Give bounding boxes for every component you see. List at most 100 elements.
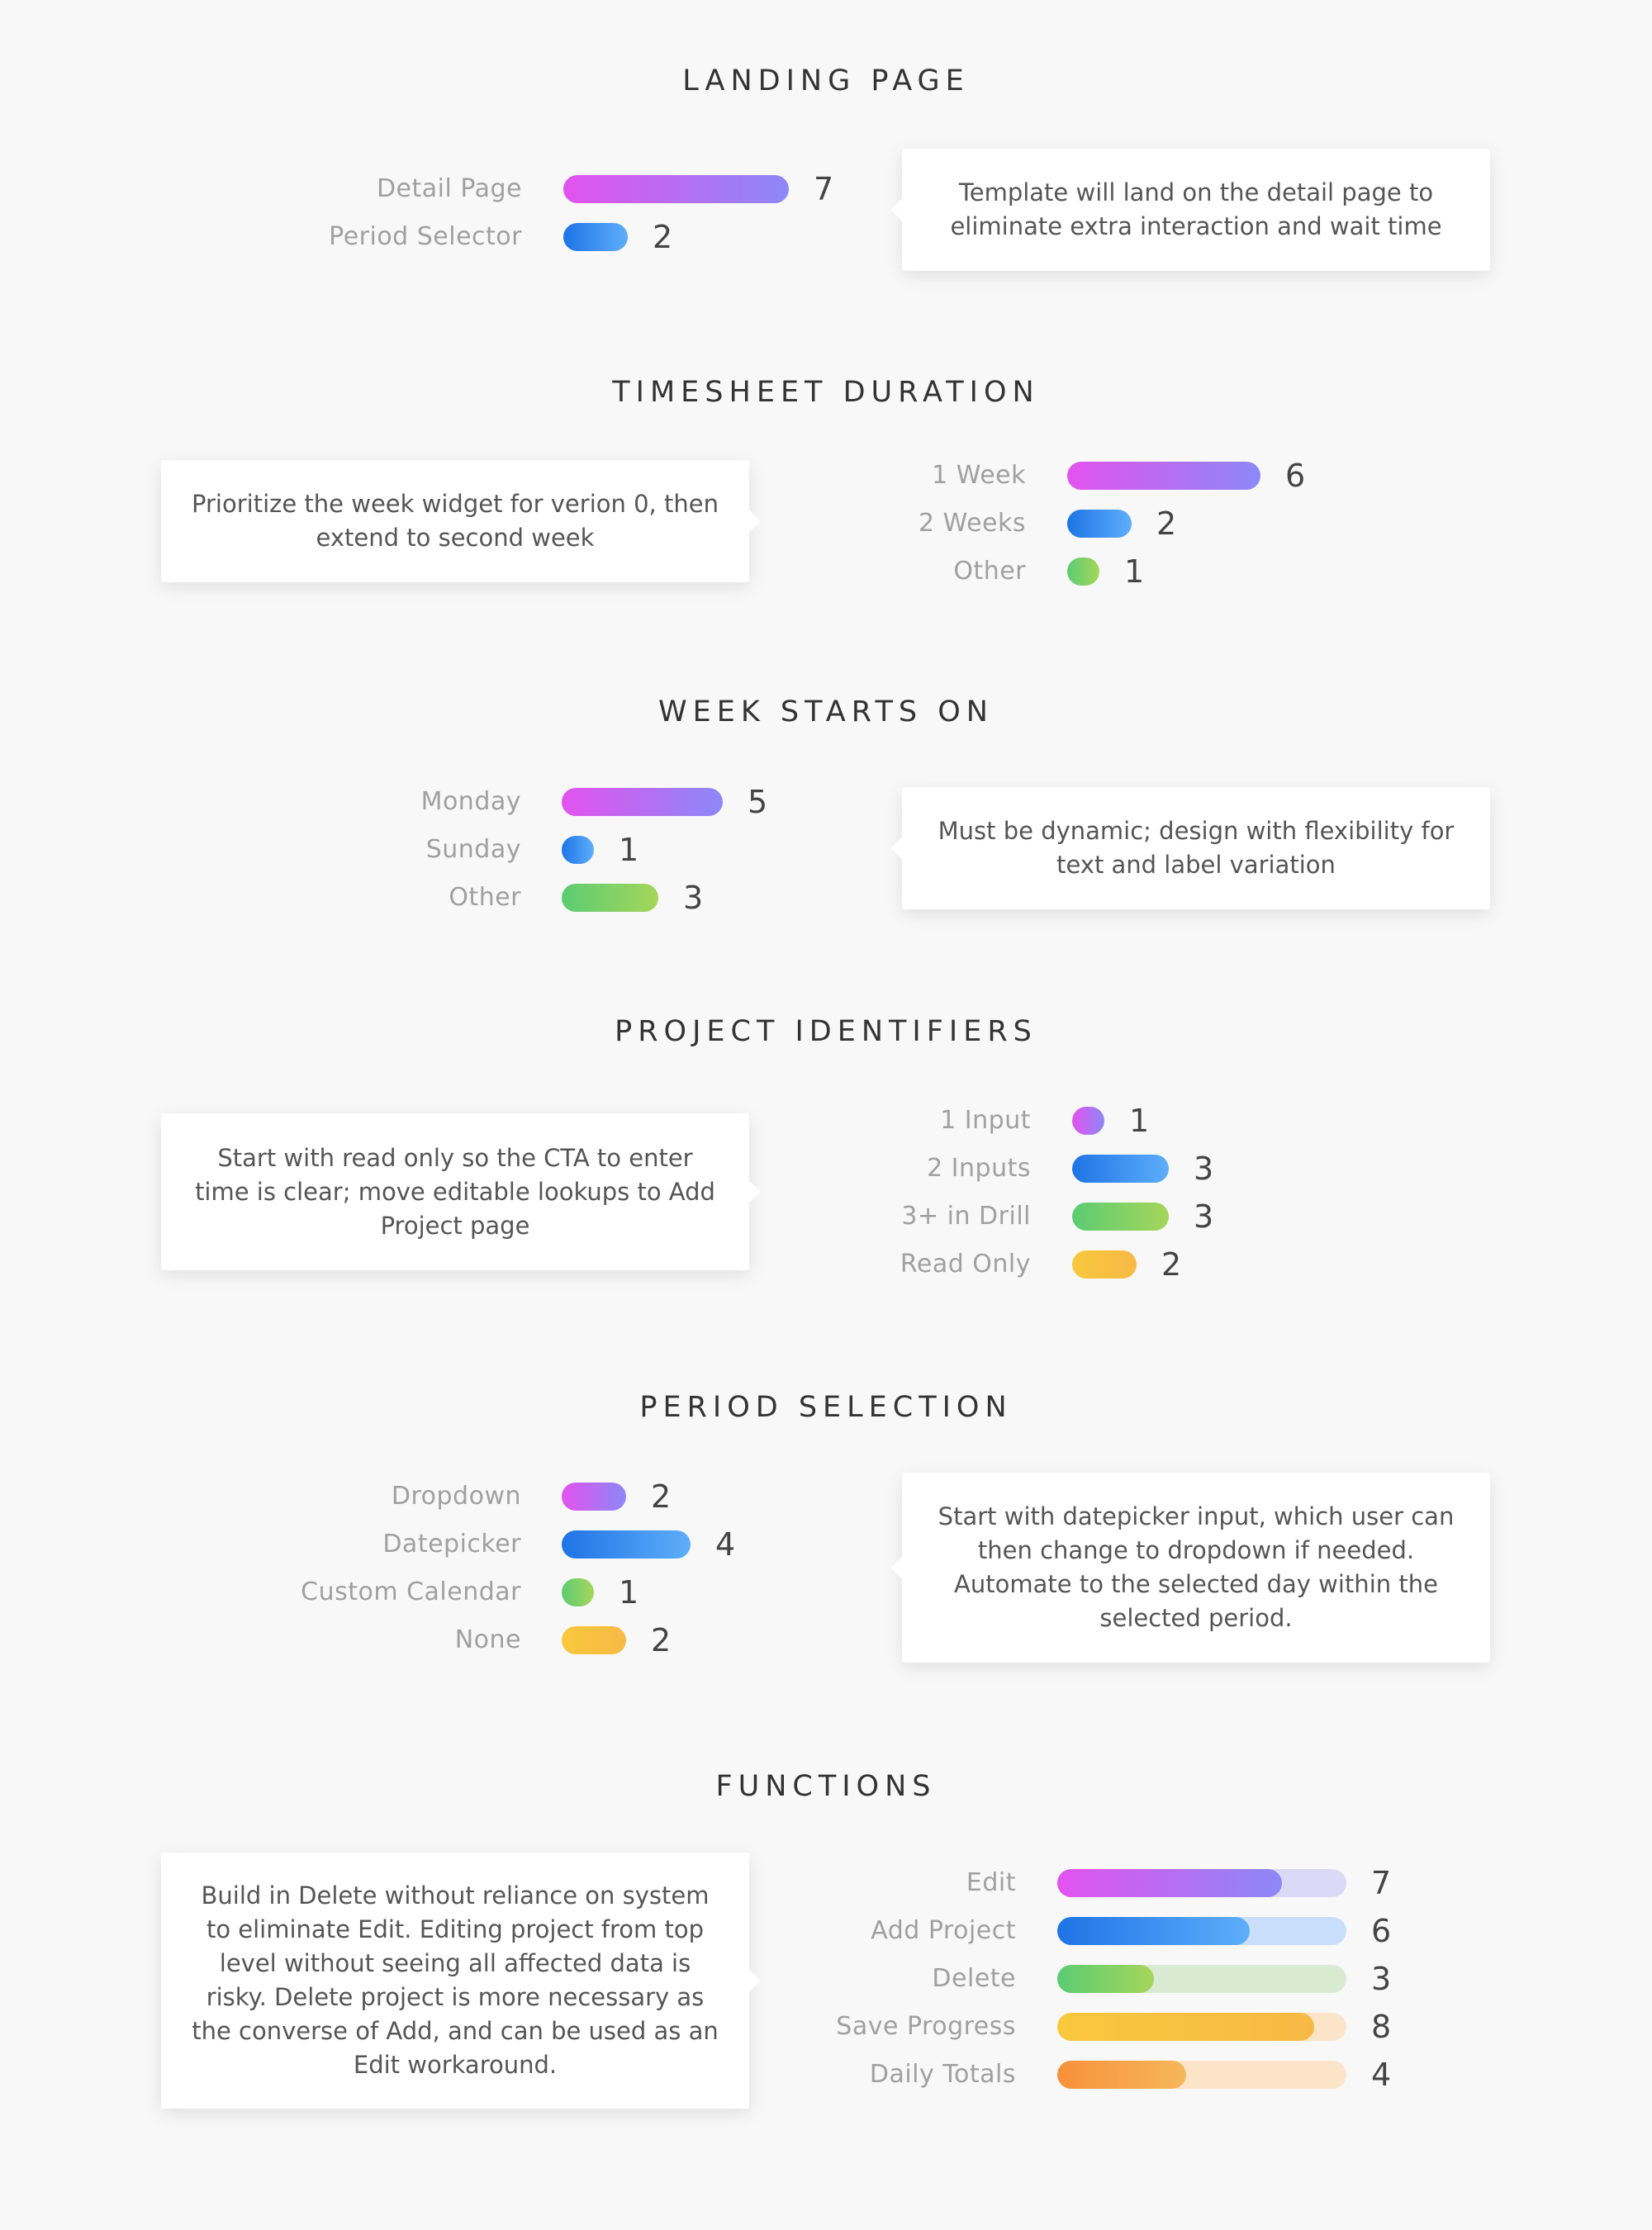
bar-timesheet-duration-other xyxy=(1067,558,1099,586)
category-label-other: Other xyxy=(26,874,521,922)
value-label: 6 xyxy=(1285,458,1306,494)
bar-fill xyxy=(1072,1155,1169,1183)
category-label-text: Other xyxy=(449,883,521,912)
bar-period-selection-datepicker xyxy=(562,1530,691,1559)
category-label-text: Dropdown xyxy=(391,1482,521,1511)
bar-fill xyxy=(563,175,789,203)
value-label: 3 xyxy=(1194,1198,1214,1235)
category-label-text: 2 Inputs xyxy=(927,1154,1031,1183)
bar-fill xyxy=(1072,1107,1104,1135)
category-label-text: Read Only xyxy=(900,1250,1031,1279)
category-label-text: Edit xyxy=(966,1868,1016,1897)
bar-functions-add-project xyxy=(1057,1917,1346,1945)
note-project-identifiers: Start with read only so the CTA to enter… xyxy=(161,1113,749,1270)
bar-fill xyxy=(562,1530,691,1559)
bar-fill xyxy=(1067,462,1260,490)
section-title-functions: FUNCTIONS xyxy=(715,1770,937,1803)
bar-fill xyxy=(562,1483,626,1511)
bar-fill xyxy=(1057,2061,1186,2089)
bar-fill xyxy=(1057,1917,1250,1945)
note-landing-page: Template will land on the detail page to… xyxy=(902,149,1490,271)
category-label-text: 1 Input xyxy=(940,1106,1031,1135)
category-label-read-only: Read Only xyxy=(535,1241,1031,1288)
bar-functions-daily-totals xyxy=(1057,2061,1346,2089)
bar-period-selection-none xyxy=(562,1626,626,1654)
category-label-dropdown: Dropdown xyxy=(26,1473,521,1521)
value-label: 6 xyxy=(1371,1913,1392,1949)
bar-functions-delete xyxy=(1057,1965,1346,1993)
bar-functions-edit xyxy=(1057,1869,1346,1897)
bar-fill xyxy=(563,223,628,251)
category-label-edit: Edit xyxy=(520,1859,1016,1907)
category-label-text: None xyxy=(454,1625,521,1654)
bar-project-identifiers-3-in-drill xyxy=(1072,1203,1169,1231)
note-functions: Build in Delete without reliance on syst… xyxy=(161,1853,749,2109)
category-label-1-input: 1 Input xyxy=(535,1097,1031,1145)
category-label-none: None xyxy=(26,1616,521,1664)
category-label-text: 1 Week xyxy=(932,461,1026,490)
category-label-text: Other xyxy=(953,557,1026,586)
value-label: 4 xyxy=(715,1526,736,1563)
bar-week-starts-on-other xyxy=(562,884,658,912)
category-label-text: Add Project xyxy=(871,1916,1016,1945)
bar-fill xyxy=(562,788,723,816)
section-title-landing-page: LANDING PAGE xyxy=(682,64,970,97)
category-label-text: Monday xyxy=(420,787,521,816)
bar-fill xyxy=(562,1578,594,1606)
value-label: 8 xyxy=(1371,2009,1392,2045)
bar-timesheet-duration-1-week xyxy=(1067,462,1260,490)
category-label-2-inputs: 2 Inputs xyxy=(535,1145,1031,1193)
value-label: 2 xyxy=(1161,1246,1182,1283)
category-label-text: Delete xyxy=(932,1964,1016,1993)
bar-fill xyxy=(1072,1250,1137,1279)
bar-landing-page-period-selector xyxy=(563,223,628,251)
section-title-week-starts-on: WEEK STARTS ON xyxy=(658,695,994,728)
bar-week-starts-on-sunday xyxy=(562,836,594,864)
category-label-datepicker: Datepicker xyxy=(26,1521,521,1568)
value-label: 1 xyxy=(619,832,639,868)
bar-project-identifiers-1-input xyxy=(1072,1107,1104,1135)
value-label: 7 xyxy=(1371,1865,1392,1901)
category-label-text: Custom Calendar xyxy=(301,1578,521,1606)
note-timesheet-duration: Prioritize the week widget for verion 0,… xyxy=(161,460,749,582)
category-label-text: 3+ in Drill xyxy=(901,1202,1031,1231)
bar-fill xyxy=(1057,1869,1282,1897)
section-title-timesheet-duration: TIMESHEET DURATION xyxy=(612,376,1040,409)
category-label-text: Save Progress xyxy=(836,2012,1016,2041)
note-period-selection: Start with datepicker input, which user … xyxy=(902,1473,1490,1663)
value-label: 4 xyxy=(1371,2057,1392,2093)
value-label: 2 xyxy=(1156,505,1177,542)
category-label-detail-page: Detail Page xyxy=(26,165,522,213)
category-label-add-project: Add Project xyxy=(520,1907,1016,1955)
value-label: 3 xyxy=(1194,1151,1214,1187)
value-label: 2 xyxy=(651,1622,672,1658)
category-label-save-progress: Save Progress xyxy=(520,2003,1016,2051)
bar-functions-save-progress xyxy=(1057,2013,1346,2041)
category-label-text: 2 Weeks xyxy=(919,509,1026,538)
bar-fill xyxy=(1057,1965,1154,1993)
category-label-text: Daily Totals xyxy=(869,2060,1016,2089)
bar-fill xyxy=(1067,558,1099,586)
category-label-text: Sunday xyxy=(425,835,521,864)
value-label: 3 xyxy=(683,880,704,916)
bar-period-selection-custom-calendar xyxy=(562,1578,594,1606)
value-label: 2 xyxy=(653,219,673,255)
section-title-project-identifiers: PROJECT IDENTIFIERS xyxy=(615,1015,1037,1048)
bar-fill xyxy=(562,836,594,864)
value-label: 1 xyxy=(1129,1103,1150,1139)
bar-landing-page-detail-page xyxy=(563,175,789,203)
category-label-custom-calendar: Custom Calendar xyxy=(26,1568,521,1616)
category-label-text: Detail Page xyxy=(376,174,522,203)
category-label-1-week: 1 Week xyxy=(530,452,1026,500)
bar-fill xyxy=(1067,510,1132,538)
category-label-text: Period Selector xyxy=(329,222,522,251)
category-label-text: Datepicker xyxy=(382,1530,521,1559)
category-label-3-in-drill: 3+ in Drill xyxy=(535,1193,1031,1241)
bar-project-identifiers-read-only xyxy=(1072,1250,1137,1279)
value-label: 1 xyxy=(619,1574,639,1611)
category-label-2-weeks: 2 Weeks xyxy=(530,500,1026,548)
bar-fill xyxy=(562,884,658,912)
section-title-period-selection: PERIOD SELECTION xyxy=(639,1391,1013,1424)
category-label-period-selector: Period Selector xyxy=(26,213,522,261)
category-label-monday: Monday xyxy=(26,778,521,826)
